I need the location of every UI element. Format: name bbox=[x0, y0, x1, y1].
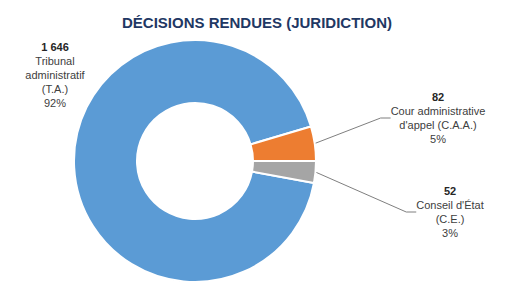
svg-text:administratif: administratif bbox=[25, 69, 85, 81]
svg-text:82: 82 bbox=[432, 91, 444, 103]
svg-text:5%: 5% bbox=[430, 133, 446, 145]
svg-text:3%: 3% bbox=[442, 227, 458, 239]
svg-text:52: 52 bbox=[444, 185, 456, 197]
svg-text:(T.A.): (T.A.) bbox=[42, 83, 68, 95]
svg-text:Conseil d'État: Conseil d'État bbox=[416, 199, 484, 211]
svg-text:Cour administrative: Cour administrative bbox=[391, 105, 486, 117]
svg-text:d'appel (C.A.A.): d'appel (C.A.A.) bbox=[399, 119, 476, 131]
svg-text:(C.E.): (C.E.) bbox=[436, 213, 465, 225]
svg-text:Tribunal: Tribunal bbox=[35, 55, 74, 67]
svg-text:92%: 92% bbox=[44, 97, 66, 109]
svg-text:DÉCISIONS RENDUES (JURIDICTION: DÉCISIONS RENDUES (JURIDICTION) bbox=[122, 14, 392, 31]
svg-text:1 646: 1 646 bbox=[41, 41, 69, 53]
